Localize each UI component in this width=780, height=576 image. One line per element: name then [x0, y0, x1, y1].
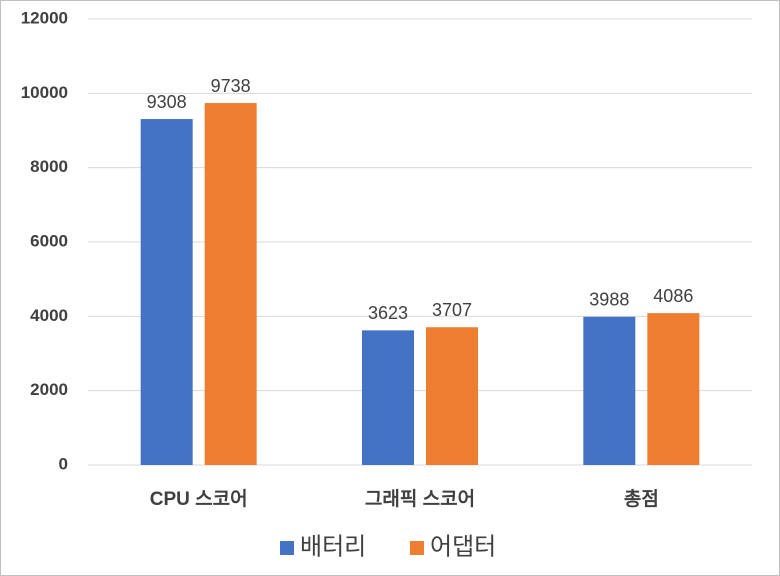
- bar: [647, 313, 700, 465]
- y-tick-label: 6000: [30, 231, 68, 250]
- bar: [426, 327, 478, 465]
- y-tick-label: 0: [59, 454, 68, 473]
- legend-swatch: [280, 541, 294, 555]
- y-tick-label: 2000: [30, 380, 68, 399]
- plot-area: 0 2000 4000 6000 8000 10000 12000 CPU 스코어 9308 97…: [21, 8, 752, 510]
- bar: [362, 330, 414, 465]
- y-tick-label: 4000: [30, 306, 68, 325]
- legend-swatch: [410, 541, 424, 555]
- data-label: 3623: [368, 303, 408, 323]
- x-tick-label: 총점: [624, 488, 659, 510]
- data-label: 9308: [147, 92, 187, 112]
- x-tick-label: 그래픽 스코어: [365, 488, 475, 510]
- legend-label: 배터리: [300, 533, 366, 560]
- bar: [583, 316, 636, 465]
- y-tick-label: 10000: [21, 83, 68, 102]
- legend-label: 어댑터: [430, 533, 496, 560]
- bar: [204, 103, 257, 466]
- y-tick-label: 12000: [21, 8, 68, 27]
- x-tick-label: CPU 스코어: [150, 488, 248, 510]
- data-label: 3707: [432, 300, 472, 320]
- y-tick-label: 8000: [30, 157, 68, 176]
- data-label: 9738: [211, 76, 251, 96]
- data-label: 4086: [653, 286, 693, 306]
- data-label: 3988: [589, 290, 629, 310]
- legend: 배터리 어댑터: [280, 533, 496, 560]
- bar: [140, 119, 193, 465]
